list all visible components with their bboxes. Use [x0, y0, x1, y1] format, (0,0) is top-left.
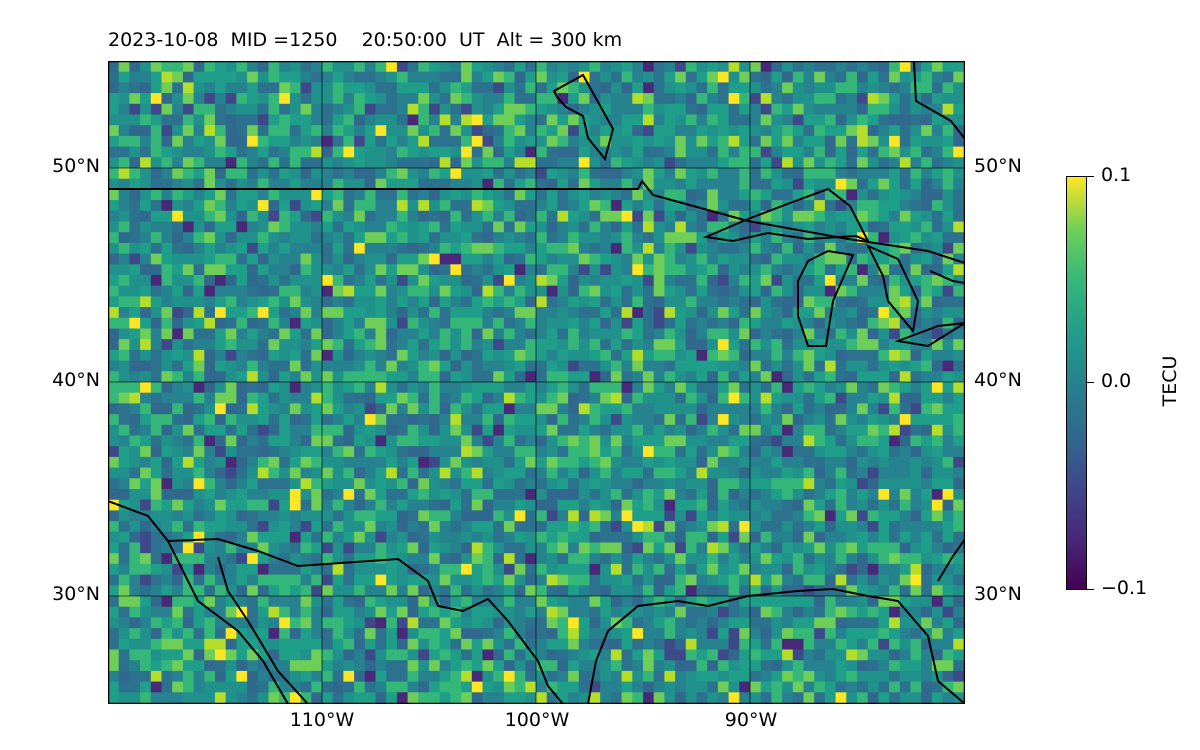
colorbar-tick — [1087, 589, 1094, 590]
colorbar — [1066, 176, 1087, 590]
lat-label-left: 30°N — [52, 583, 100, 605]
lake-huron — [865, 243, 920, 334]
graticule — [108, 61, 965, 704]
lat-label-left: 50°N — [52, 155, 100, 177]
tec-cells — [108, 61, 965, 704]
quebec-coast — [913, 61, 965, 140]
baja-peninsula — [217, 556, 309, 704]
us-mexico-border — [167, 537, 564, 704]
colorbar-label-max: 0.1 — [1101, 164, 1132, 186]
gulf-coast — [587, 587, 965, 704]
coastlines-borders — [108, 61, 965, 704]
colorbar-label-zero: 0.0 — [1101, 370, 1132, 392]
map-border — [108, 61, 965, 704]
florida — [937, 538, 965, 582]
colorbar-tick — [1087, 382, 1094, 383]
tec-map-canvas — [108, 61, 965, 704]
colorbar-tick — [1087, 176, 1094, 177]
mexico-coast — [108, 500, 289, 704]
lon-label: 100°W — [504, 709, 570, 731]
lat-label-right: 40°N — [974, 369, 1022, 391]
lon-label: 90°W — [724, 709, 778, 731]
figure-title: 2023-10-08 MID =1250 20:50:00 UT Alt = 3… — [108, 29, 623, 51]
lake-ontario — [929, 270, 965, 284]
lake-erie — [894, 322, 965, 348]
lake-michigan — [797, 249, 855, 347]
lake-superior — [702, 187, 871, 243]
lat-label-left: 40°N — [52, 369, 100, 391]
lat-label-right: 30°N — [974, 583, 1022, 605]
lat-label-right: 50°N — [974, 155, 1022, 177]
colorbar-title: TECU — [1159, 355, 1181, 407]
tec-map — [108, 61, 965, 704]
hudson-bay-coast — [552, 73, 615, 162]
lon-label: 110°W — [289, 709, 355, 731]
us-canada-border — [108, 179, 965, 264]
colorbar-label-min: −0.1 — [1101, 577, 1148, 599]
